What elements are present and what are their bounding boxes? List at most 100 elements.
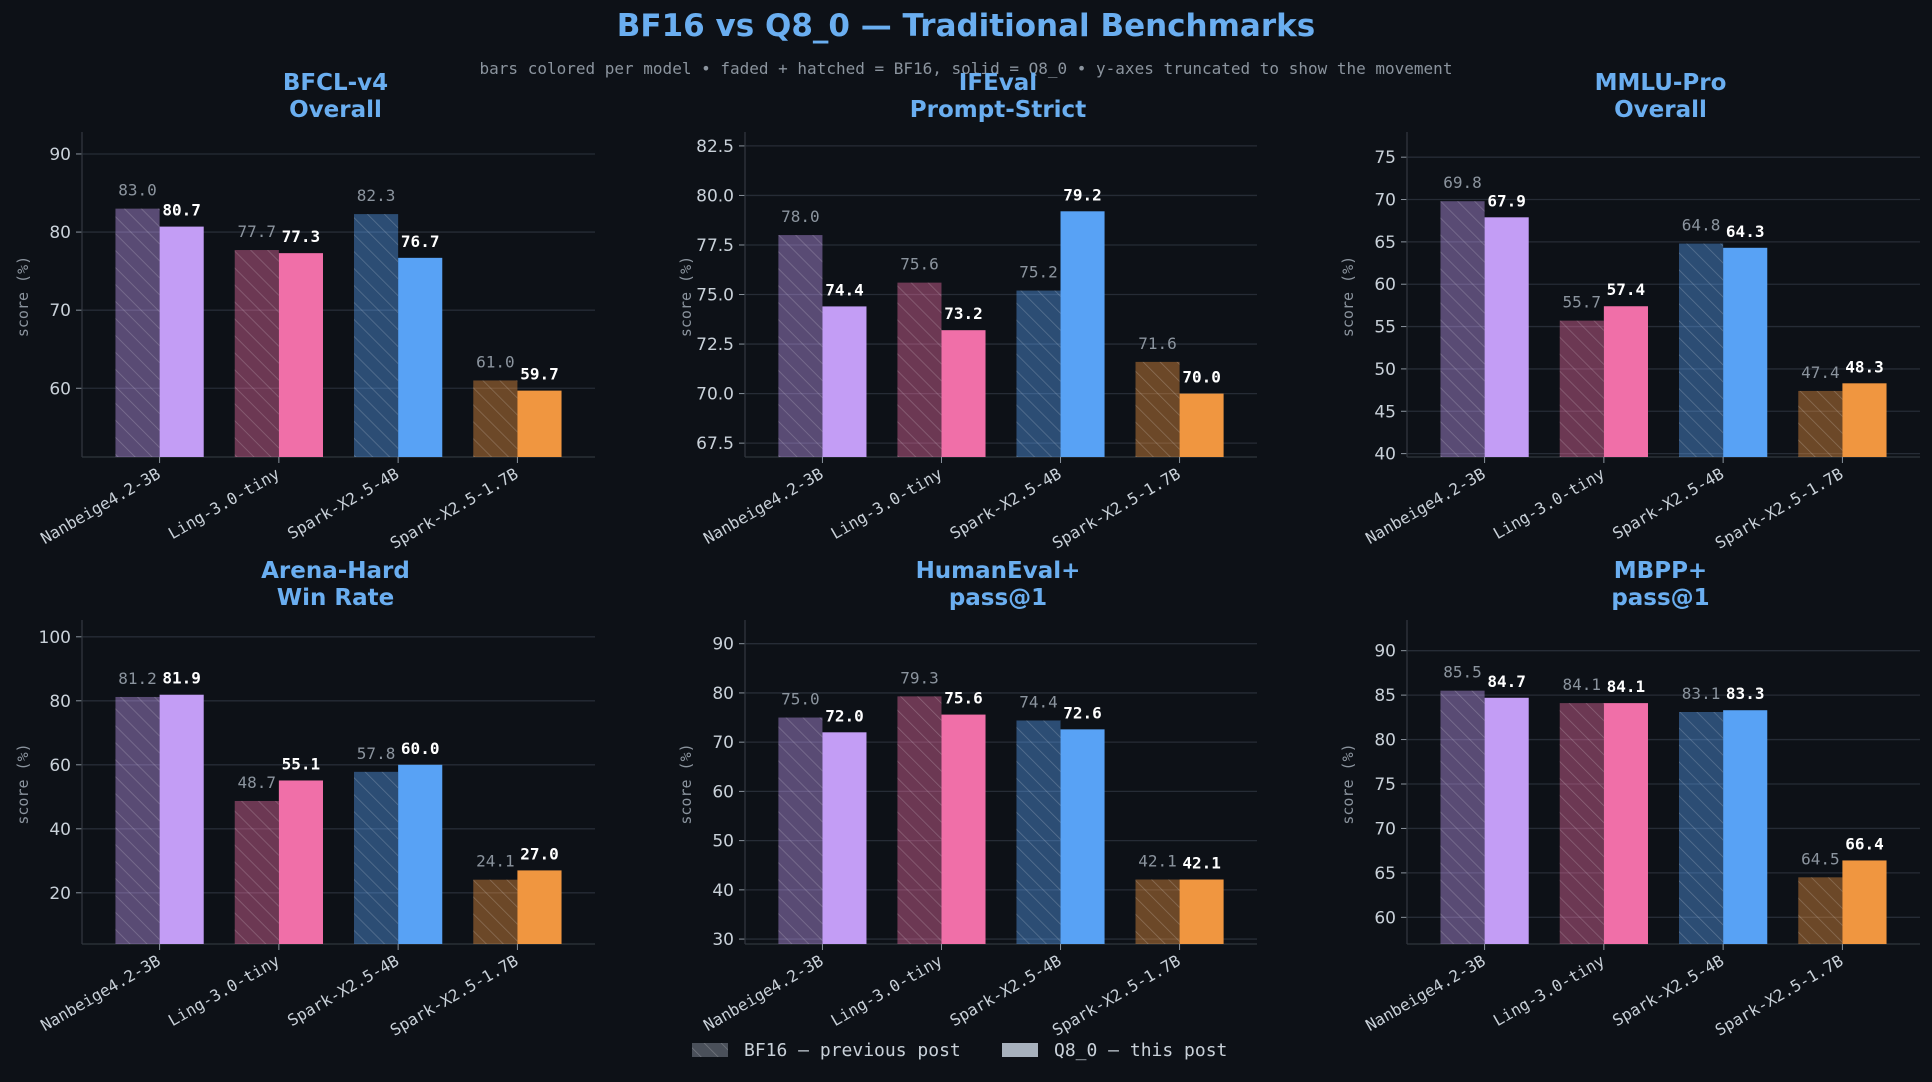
bar-q8: [1603, 306, 1648, 457]
y-tick-label: 90: [712, 635, 734, 655]
bar-q8: [1842, 860, 1887, 944]
panel-title: MMLU-Pro: [1595, 70, 1727, 96]
bar-bf16-hatch: [1016, 720, 1061, 944]
x-tick-label: Ling-3.0-tiny: [828, 951, 946, 1030]
bar-bf16-value-label: 75.2: [1019, 263, 1058, 282]
y-axis-label: score (%): [677, 743, 695, 824]
bar-bf16-value-label: 71.6: [1138, 334, 1177, 353]
bar-bf16-hatch: [234, 800, 279, 944]
legend-label-bf16: BF16 — previous post: [744, 1040, 961, 1061]
bar-q8: [159, 226, 204, 457]
y-tick-label: 55: [1374, 318, 1396, 338]
bar-bf16-hatch: [897, 696, 942, 944]
chart-panel: HumanEval+pass@1 30 40 50 60 70 80 90 score (%) 7…: [677, 558, 1257, 1040]
panel-title: MBPP+: [1614, 558, 1707, 584]
x-tick-label: Nanbeige4.2-3B: [37, 951, 163, 1035]
bar-q8-value-label: 76.7: [401, 232, 440, 251]
bar-q8-value-label: 42.1: [1182, 854, 1221, 873]
legend-label-q8: Q8_0 — this post: [1054, 1040, 1227, 1061]
bar-bf16-value-label: 75.0: [781, 690, 820, 709]
x-tick-label: Ling-3.0-tiny: [165, 951, 283, 1030]
bar-q8: [1723, 247, 1768, 457]
bar-q8-value-label: 72.0: [825, 706, 864, 725]
bar-bf16-hatch: [778, 717, 823, 944]
y-tick-label: 70: [712, 733, 734, 753]
y-tick-label: 40: [1374, 445, 1396, 465]
bar-q8-value-label: 72.6: [1063, 703, 1102, 722]
bar-bf16-hatch: [1559, 320, 1604, 457]
bar-bf16-hatch: [1016, 290, 1061, 457]
bar-q8: [1484, 217, 1529, 457]
bar-q8: [398, 764, 443, 944]
bar-bf16-hatch: [354, 771, 399, 944]
bar-q8: [517, 870, 562, 944]
bar-bf16-value-label: 79.3: [900, 668, 939, 687]
bar-bf16-hatch: [1440, 690, 1485, 944]
bar-q8-value-label: 81.9: [162, 669, 201, 688]
chart-panel: MBPP+pass@1 60 65 70 75 80 85 90 score (%) 85.5 84…: [1339, 558, 1920, 1040]
panel-title: Prompt-Strict: [910, 97, 1086, 123]
bar-q8: [1179, 393, 1224, 457]
bar-q8-value-label: 70.0: [1182, 368, 1221, 387]
bar-q8-value-label: 79.2: [1063, 185, 1102, 204]
bar-bf16-hatch: [1679, 243, 1724, 457]
y-tick-label: 90: [49, 145, 71, 165]
y-tick-label: 30: [712, 930, 734, 950]
y-tick-label: 82.5: [696, 137, 734, 157]
y-tick-label: 40: [49, 820, 71, 840]
x-tick-label: Nanbeige4.2-3B: [1362, 464, 1488, 548]
x-tick-label: Ling-3.0-tiny: [165, 464, 283, 543]
panel-title: Overall: [289, 97, 382, 123]
bar-bf16-value-label: 84.1: [1563, 675, 1602, 694]
y-tick-label: 75: [1374, 775, 1396, 795]
y-tick-label: 60: [49, 756, 71, 776]
bar-q8: [278, 253, 323, 457]
y-tick-label: 50: [712, 832, 734, 852]
y-tick-label: 72.5: [696, 335, 734, 355]
y-tick-label: 70: [49, 301, 71, 321]
bar-bf16-value-label: 75.6: [900, 255, 939, 274]
bar-q8: [941, 714, 986, 944]
y-tick-label: 80.0: [696, 186, 734, 206]
bar-bf16-value-label: 48.7: [238, 773, 277, 792]
bar-bf16-hatch: [115, 696, 160, 944]
bar-q8-value-label: 77.3: [282, 227, 321, 246]
bar-bf16-value-label: 81.2: [118, 669, 157, 688]
bar-q8-value-label: 84.7: [1487, 672, 1526, 691]
y-tick-label: 75.0: [696, 286, 734, 306]
bar-q8: [278, 780, 323, 944]
bar-q8: [1060, 211, 1105, 457]
y-tick-label: 80: [1374, 731, 1396, 751]
bar-bf16-value-label: 64.8: [1682, 216, 1721, 235]
bar-bf16-value-label: 61.0: [476, 352, 515, 371]
bar-q8: [1842, 383, 1887, 457]
y-axis-label: score (%): [14, 256, 32, 337]
bar-q8-value-label: 66.4: [1845, 834, 1884, 853]
bar-bf16-hatch: [1440, 201, 1485, 457]
bar-bf16-hatch: [354, 214, 399, 457]
x-tick-label: Spark-X2.5-4B: [1609, 464, 1727, 543]
bar-q8: [1179, 879, 1224, 944]
y-tick-label: 100: [39, 628, 71, 648]
bar-bf16-value-label: 83.1: [1682, 684, 1721, 703]
bar-bf16-value-label: 24.1: [476, 852, 515, 871]
y-tick-label: 65: [1374, 233, 1396, 253]
x-tick-label: Spark-X2.5-1.7B: [1712, 464, 1847, 553]
y-tick-label: 80: [712, 684, 734, 704]
bar-bf16-hatch: [1679, 712, 1724, 944]
bar-bf16-value-label: 78.0: [781, 207, 820, 226]
bar-q8-value-label: 80.7: [162, 201, 201, 220]
y-axis-label: score (%): [677, 256, 695, 337]
bar-q8: [1060, 729, 1105, 944]
bar-q8-value-label: 64.3: [1726, 222, 1765, 241]
y-tick-label: 80: [49, 223, 71, 243]
panel-title: Arena-Hard: [261, 558, 410, 584]
bar-bf16-hatch: [473, 380, 518, 457]
bar-bf16-value-label: 64.5: [1801, 849, 1840, 868]
y-tick-label: 67.5: [696, 434, 734, 454]
y-tick-label: 40: [712, 881, 734, 901]
bar-bf16-hatch: [234, 250, 279, 457]
